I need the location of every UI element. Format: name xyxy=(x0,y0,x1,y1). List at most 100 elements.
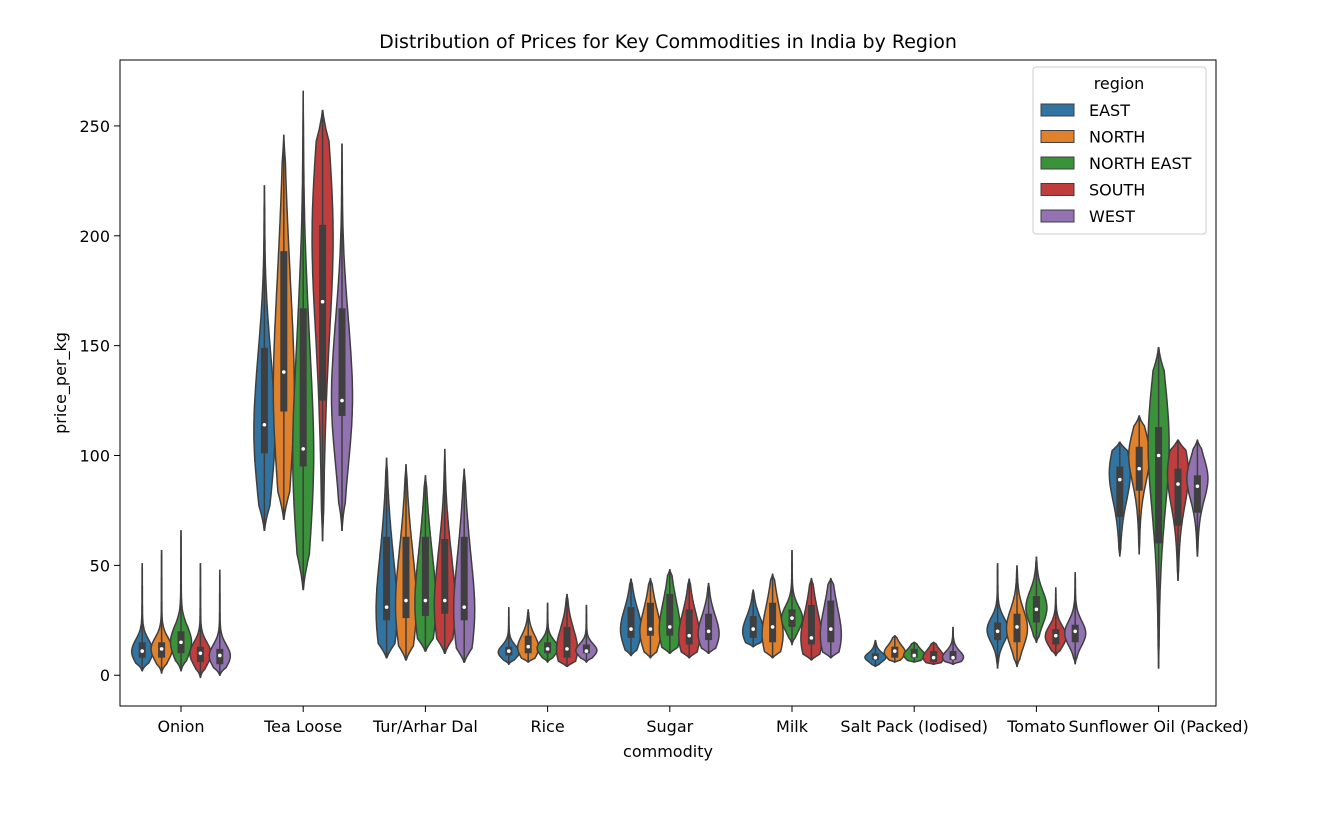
violin-median xyxy=(931,655,936,660)
violin-median xyxy=(706,629,711,634)
violin-median xyxy=(1034,607,1039,612)
violin-median xyxy=(770,625,775,629)
violin-median xyxy=(282,370,286,374)
violin-median xyxy=(584,649,589,653)
x-tick-label-tur-arhar-dal: Tur/Arhar Dal xyxy=(372,717,478,736)
violin-iqr-box xyxy=(441,539,449,614)
chart-title: Distribution of Prices for Key Commoditi… xyxy=(379,31,957,53)
violin-iqr-box xyxy=(319,224,327,401)
x-tick-label-rice: Rice xyxy=(530,717,564,736)
violin-median xyxy=(648,627,653,631)
plot-frame xyxy=(119,59,1217,707)
violin-median xyxy=(1073,629,1077,634)
violin-north-east-tomato xyxy=(1025,556,1048,644)
violin-north-east-tea-loose xyxy=(291,90,315,591)
violin-north-onion xyxy=(150,549,173,674)
legend-items: EAST NORTH NORTH EAST SOUTH WEST xyxy=(1040,101,1192,226)
violin-median xyxy=(545,647,550,651)
violin-median xyxy=(565,647,569,651)
x-tick-label-salt-pack-iodised: Salt Pack (Iodised) xyxy=(840,717,988,736)
violin-west-rice xyxy=(575,604,598,663)
violin-iqr-box xyxy=(910,648,918,658)
x-axis: Onion Tea Loose Tur/Arhar Dal Rice Sugar Milk… xyxy=(157,706,1249,736)
violin-median xyxy=(951,655,955,660)
violin-iqr-box xyxy=(421,536,429,616)
violin-north-east-rice xyxy=(536,602,559,663)
violin-north-milk xyxy=(761,573,784,659)
legend-swatch xyxy=(1040,183,1075,196)
violin-median xyxy=(198,651,203,656)
violin-median xyxy=(423,598,428,603)
y-tick-label: 50 xyxy=(90,556,110,575)
violin-east-salt-pack-iodised xyxy=(864,639,887,668)
legend-label: WEST xyxy=(1089,207,1135,226)
legend-item-east: EAST xyxy=(1040,101,1130,120)
x-tick-label-onion: Onion xyxy=(157,717,204,736)
violin-median xyxy=(179,640,183,645)
violin-median xyxy=(443,598,447,603)
violin-iqr-box xyxy=(460,536,468,621)
violin-median xyxy=(629,627,633,631)
violin-median xyxy=(462,605,467,609)
violin-iqr-box xyxy=(627,607,635,638)
violin-south-tea-loose xyxy=(311,109,334,542)
violin-median xyxy=(912,653,916,658)
violin-iqr-box xyxy=(402,536,410,619)
legend-swatch xyxy=(1040,156,1075,170)
y-tick-label: 200 xyxy=(79,227,110,246)
legend-swatch xyxy=(1040,209,1075,223)
violin-iqr-box xyxy=(1071,624,1079,643)
x-tick-label-tea-loose: Tea Loose xyxy=(263,717,342,736)
y-tick-label: 0 xyxy=(100,666,110,685)
violin-median xyxy=(1054,633,1058,638)
x-tick-label-sugar: Sugar xyxy=(646,717,693,736)
x-axis-label: commodity xyxy=(623,742,713,761)
violin-north-sunflower-oil-packed xyxy=(1127,415,1151,555)
y-axis-label: price_per_kg xyxy=(51,332,71,434)
violin-east-onion xyxy=(130,563,154,672)
violin-west-tomato xyxy=(1063,571,1087,665)
legend-swatch xyxy=(1040,103,1075,117)
violin-iqr-box xyxy=(685,609,693,645)
violin-iqr-box xyxy=(563,626,571,658)
violin-median xyxy=(1118,477,1122,482)
violin-median xyxy=(687,633,691,638)
violin-median xyxy=(140,649,144,653)
legend-item-south: SOUTH xyxy=(1040,181,1145,200)
violin-median xyxy=(262,422,267,427)
violin-median xyxy=(1176,482,1180,486)
violin-median xyxy=(159,647,164,651)
violin-iqr-box xyxy=(749,615,757,638)
violin-west-sugar xyxy=(697,582,720,655)
violin-median xyxy=(751,627,755,631)
x-tick-label-sunflower-oil-packed: Sunflower Oil (Packed) xyxy=(1069,717,1249,736)
violin-median xyxy=(301,447,306,451)
violin-median xyxy=(340,398,344,403)
legend-item-north-east: NORTH EAST xyxy=(1040,154,1192,173)
legend-swatch xyxy=(1040,130,1075,143)
violin-west-tur-arhar-dal xyxy=(452,468,476,663)
violin-iqr-box xyxy=(383,536,391,621)
violin-iqr-box xyxy=(705,613,713,641)
violin-north-tomato xyxy=(1005,565,1029,668)
y-tick-label: 100 xyxy=(79,447,110,466)
violin-median xyxy=(873,655,878,660)
x-tick-label-milk: Milk xyxy=(776,717,809,736)
violin-north-east-milk xyxy=(780,549,804,646)
violin-east-rice xyxy=(497,607,521,666)
legend-item-north: NORTH xyxy=(1040,128,1145,147)
violin-iqr-box xyxy=(280,251,288,412)
violin-iqr-box xyxy=(338,308,346,416)
violin-iqr-box xyxy=(260,347,268,454)
violin-west-milk xyxy=(819,577,843,659)
violin-median xyxy=(790,616,794,620)
violin-iqr-box xyxy=(827,600,835,643)
y-axis: 0 50 100 150 200 250 xyxy=(79,117,120,685)
violin-iqr-box xyxy=(666,593,674,636)
violin-median xyxy=(995,629,1000,634)
violin-iqr-box xyxy=(1193,475,1201,513)
legend-label: NORTH EAST xyxy=(1089,154,1192,173)
violin-iqr-box xyxy=(582,644,590,654)
violin-median xyxy=(320,299,325,304)
